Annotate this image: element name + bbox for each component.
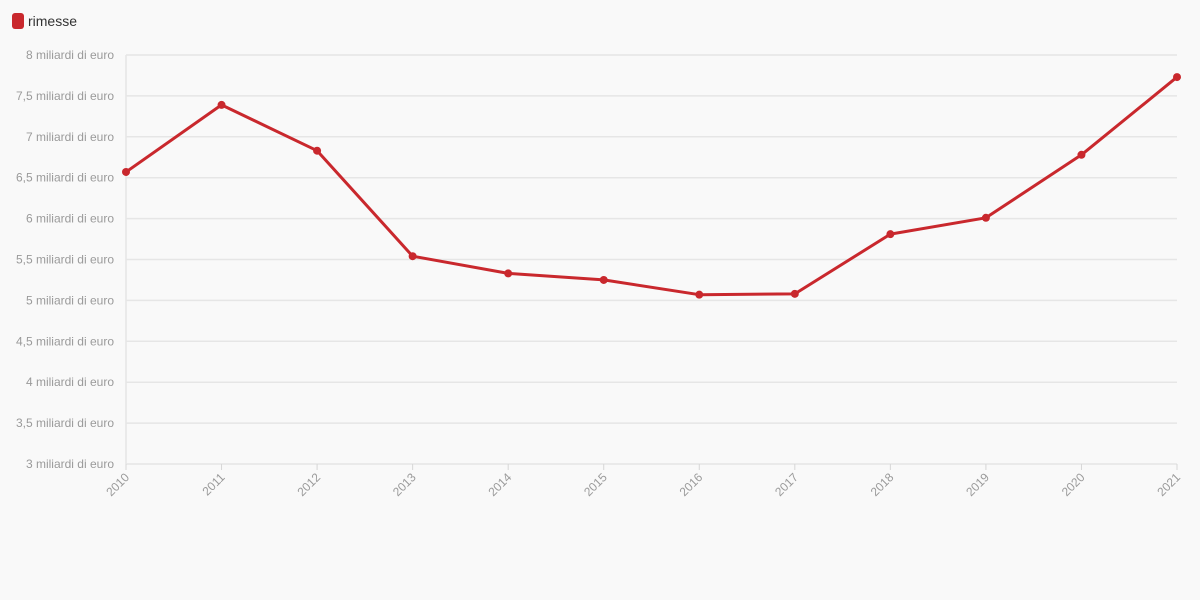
- data-point-2015[interactable]: [599, 275, 608, 284]
- data-point-2017[interactable]: [790, 289, 799, 298]
- data-point-2014[interactable]: [504, 269, 513, 278]
- legend-swatch: [12, 13, 24, 29]
- axes: [125, 55, 1178, 470]
- data-point-2018[interactable]: [886, 230, 895, 239]
- x-tick-label: 2015: [581, 470, 610, 499]
- data-point-2016[interactable]: [695, 290, 704, 299]
- y-tick-label: 5 miliardi di euro: [26, 293, 114, 307]
- x-tick-label: 2020: [1059, 470, 1088, 499]
- x-axis-tick-labels: 2010 2011 2012 2013 2014 2015 2016 2017 2018 2019…: [103, 470, 1183, 499]
- x-tick-label: 2013: [390, 470, 419, 499]
- series-line-rimesse: [124, 75, 1179, 297]
- legend[interactable]: rimesse: [12, 13, 77, 29]
- y-tick-label: 4,5 miliardi di euro: [16, 334, 114, 348]
- y-tick-label: 3 miliardi di euro: [26, 457, 114, 471]
- gridlines: [126, 54, 1177, 465]
- x-tick-label: 2018: [868, 470, 897, 499]
- x-tick-label: 2012: [294, 470, 323, 499]
- data-point-2013[interactable]: [408, 252, 417, 261]
- data-point-2020[interactable]: [1077, 150, 1086, 159]
- data-point-2012[interactable]: [313, 146, 322, 155]
- data-point-2019[interactable]: [981, 213, 990, 222]
- y-tick-label: 7,5 miliardi di euro: [16, 89, 114, 103]
- series-rimesse: [122, 73, 1181, 299]
- y-tick-label: 4 miliardi di euro: [26, 375, 114, 389]
- x-tick-label: 2019: [963, 470, 992, 499]
- y-tick-label: 6,5 miliardi di euro: [16, 171, 114, 185]
- y-tick-label: 8 miliardi di euro: [26, 48, 114, 62]
- x-tick-label: 2011: [200, 470, 228, 498]
- y-axis-tick-labels: 8 miliardi di euro 7,5 miliardi di euro 7 …: [16, 48, 114, 471]
- x-tick-label: 2016: [677, 470, 706, 499]
- x-tick-label: 2021: [1154, 470, 1183, 499]
- y-tick-label: 3,5 miliardi di euro: [16, 416, 114, 430]
- y-tick-label: 5,5 miliardi di euro: [16, 253, 114, 267]
- data-point-2011[interactable]: [217, 100, 226, 109]
- x-tick-label: 2010: [103, 470, 132, 499]
- y-tick-label: 7 miliardi di euro: [26, 130, 114, 144]
- y-tick-label: 6 miliardi di euro: [26, 212, 114, 226]
- x-tick-label: 2014: [486, 470, 515, 499]
- data-point-2010[interactable]: [122, 167, 130, 176]
- x-tick-label: 2017: [772, 470, 801, 499]
- legend-label-rimesse: rimesse: [28, 13, 78, 29]
- data-point-2021[interactable]: [1173, 73, 1181, 82]
